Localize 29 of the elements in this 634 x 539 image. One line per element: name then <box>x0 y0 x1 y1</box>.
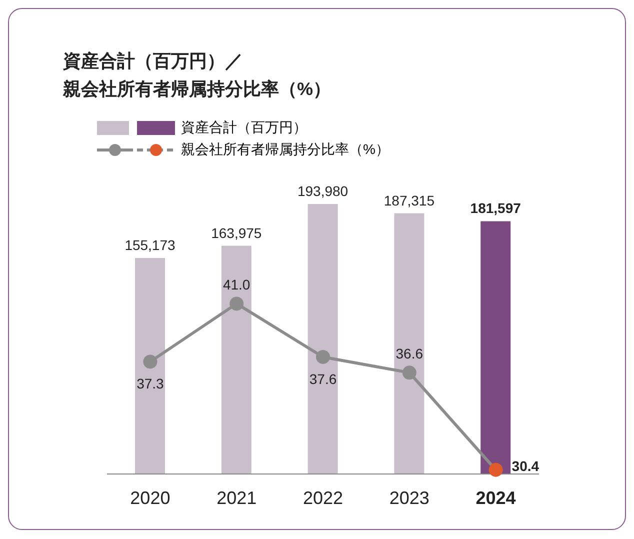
data-label: 181,597 <box>470 200 522 216</box>
data-label: 187,315 <box>384 192 435 208</box>
data-label: 37.3 <box>136 376 164 392</box>
point <box>230 296 244 311</box>
x-tick-label: 2024 <box>476 488 516 508</box>
point <box>143 354 158 369</box>
data-label: 36.6 <box>396 346 424 362</box>
bar <box>480 221 511 474</box>
x-tick-label: 2023 <box>389 488 430 508</box>
bar <box>308 204 338 474</box>
point <box>402 366 416 380</box>
bar <box>221 246 252 474</box>
data-label: 193,980 <box>297 183 348 199</box>
bar <box>394 213 424 474</box>
chart-subtitle: 親会社所有者帰属持分比率（%） <box>63 78 332 101</box>
data-label: 163,975 <box>211 224 262 241</box>
chart-title: 資産合計（百万円）／ <box>63 50 244 73</box>
x-tick-label: 2020 <box>130 488 170 508</box>
data-label: 30.4 <box>512 458 540 474</box>
data-label: 41.0 <box>222 276 250 293</box>
data-label: 37.6 <box>309 370 337 387</box>
data-label: 155,173 <box>124 237 176 254</box>
legend-label: 親会社所有者帰属持分比率（%） <box>181 141 390 159</box>
point <box>316 350 330 364</box>
x-tick-label: 2021 <box>216 488 257 508</box>
point <box>488 462 503 477</box>
legend-label: 資産合計（百万円） <box>181 119 307 137</box>
bar <box>135 258 165 474</box>
x-tick-label: 2022 <box>302 488 344 508</box>
